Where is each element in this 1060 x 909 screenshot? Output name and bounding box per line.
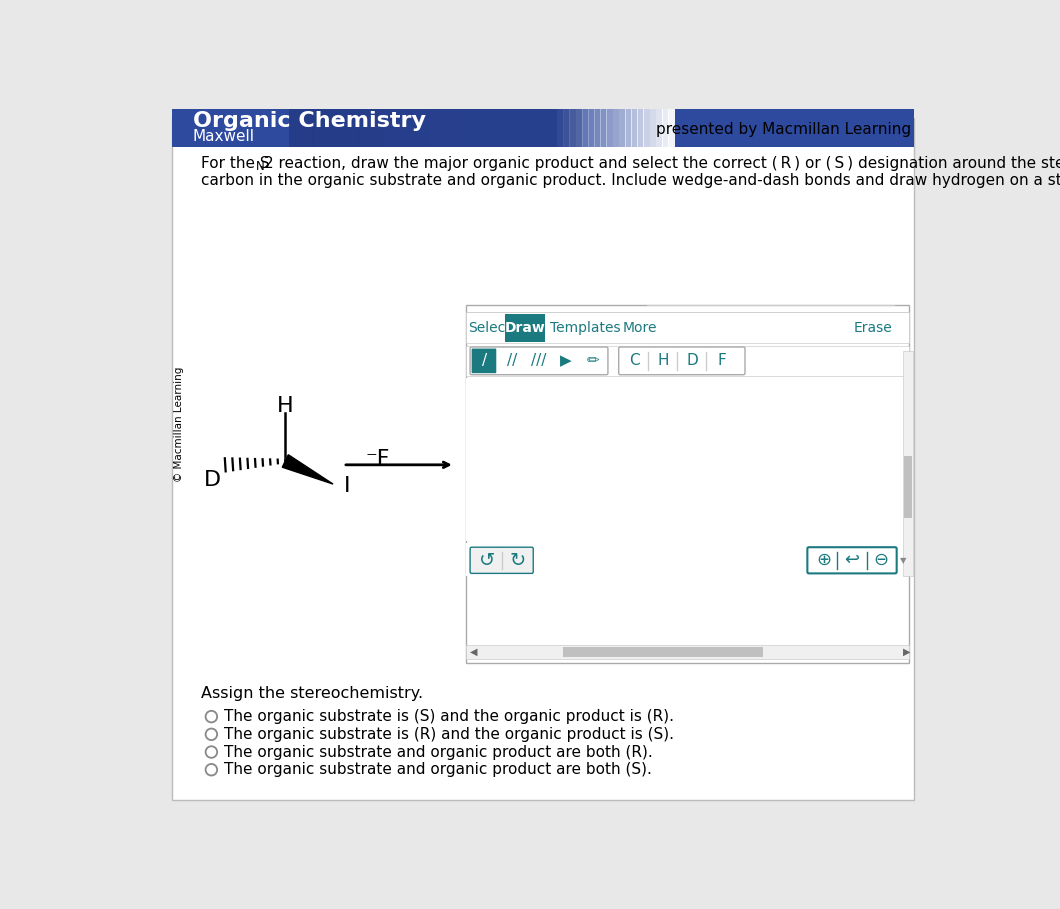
Bar [569, 108, 577, 147]
Bar [903, 456, 912, 518]
Text: /: / [482, 354, 488, 368]
Bar [903, 351, 913, 575]
Bar [551, 108, 558, 147]
Text: ///: /// [531, 354, 546, 368]
Text: The organic substrate is (R) and the organic product is (S).: The organic substrate is (R) and the org… [224, 727, 674, 742]
Bar [661, 108, 669, 147]
Text: The organic substrate and organic product are both (R).: The organic substrate and organic produc… [224, 744, 653, 760]
Text: ▶: ▶ [560, 354, 571, 368]
Text: F: F [718, 354, 726, 368]
Text: Templates: Templates [550, 321, 621, 335]
Bar [656, 108, 662, 147]
Bar [650, 108, 656, 147]
Text: ↺: ↺ [479, 551, 495, 570]
Text: D: D [205, 470, 222, 490]
Bar [466, 313, 909, 344]
Bar [450, 108, 476, 147]
Text: //: // [507, 354, 517, 368]
Text: D: D [687, 354, 699, 368]
Bar [428, 108, 453, 147]
Bar [405, 108, 429, 147]
FancyBboxPatch shape [472, 348, 496, 374]
Text: ⁻F: ⁻F [366, 449, 390, 469]
Bar [474, 108, 498, 147]
FancyBboxPatch shape [619, 347, 745, 375]
Text: presented by Macmillan Learning: presented by Macmillan Learning [656, 123, 912, 137]
Bar [637, 108, 644, 147]
Text: N: N [257, 160, 265, 174]
Bar [594, 108, 601, 147]
Bar [613, 108, 619, 147]
Text: H: H [657, 354, 669, 368]
FancyBboxPatch shape [470, 347, 608, 375]
Bar [543, 108, 568, 147]
Text: ↻: ↻ [510, 551, 526, 570]
Text: 2 reaction, draw the major organic product and select the correct ( R ) or ( S ): 2 reaction, draw the major organic produ… [264, 156, 1060, 171]
Text: ▼: ▼ [900, 555, 906, 564]
Text: Select: Select [467, 321, 511, 335]
Bar [582, 108, 588, 147]
Bar [505, 314, 545, 342]
Bar [643, 108, 650, 147]
Text: The organic substrate and organic product are both (S).: The organic substrate and organic produc… [224, 763, 652, 777]
Text: Draw: Draw [505, 321, 545, 335]
Text: More: More [622, 321, 657, 335]
Polygon shape [282, 454, 333, 484]
Bar [631, 108, 638, 147]
Text: © Macmillan Learning: © Macmillan Learning [174, 366, 184, 482]
FancyBboxPatch shape [808, 547, 897, 574]
Bar [289, 108, 314, 147]
Bar [289, 108, 582, 147]
Bar [520, 108, 545, 147]
Bar [358, 108, 383, 147]
Text: carbon in the organic substrate and organic product. Include wedge-and-dash bond: carbon in the organic substrate and orga… [200, 174, 1060, 188]
Bar [668, 108, 675, 147]
Bar [558, 108, 564, 147]
Bar [466, 544, 901, 575]
Text: For the S: For the S [200, 156, 269, 171]
Bar [624, 108, 632, 147]
Bar [466, 346, 909, 375]
Text: ⊖: ⊖ [873, 551, 888, 569]
Bar [619, 108, 625, 147]
Text: Erase: Erase [853, 321, 893, 335]
Text: ⊕: ⊕ [816, 551, 831, 569]
Bar [466, 305, 909, 663]
Text: Organic Chemistry: Organic Chemistry [193, 112, 426, 132]
Bar [600, 108, 607, 147]
Text: ✏: ✏ [586, 354, 599, 368]
Text: ▶: ▶ [903, 647, 911, 657]
Bar [588, 108, 595, 147]
Bar [576, 108, 583, 147]
Bar [466, 645, 909, 659]
FancyBboxPatch shape [470, 547, 533, 574]
Text: ◀: ◀ [471, 647, 478, 657]
Bar [563, 646, 763, 657]
Bar [313, 108, 337, 147]
Text: C: C [629, 354, 639, 368]
Bar [563, 108, 570, 147]
Text: The organic substrate is (S) and the organic product is (R).: The organic substrate is (S) and the org… [224, 709, 674, 724]
Bar [382, 108, 406, 147]
Bar [497, 108, 522, 147]
Bar [606, 108, 614, 147]
Text: H: H [277, 395, 294, 415]
Bar [172, 108, 915, 147]
Text: Assign the stereochemistry.: Assign the stereochemistry. [200, 686, 423, 701]
Text: I: I [343, 476, 350, 496]
Text: Maxwell: Maxwell [193, 129, 254, 145]
Text: ↩: ↩ [845, 551, 860, 569]
Bar [466, 378, 901, 541]
Bar [335, 108, 360, 147]
